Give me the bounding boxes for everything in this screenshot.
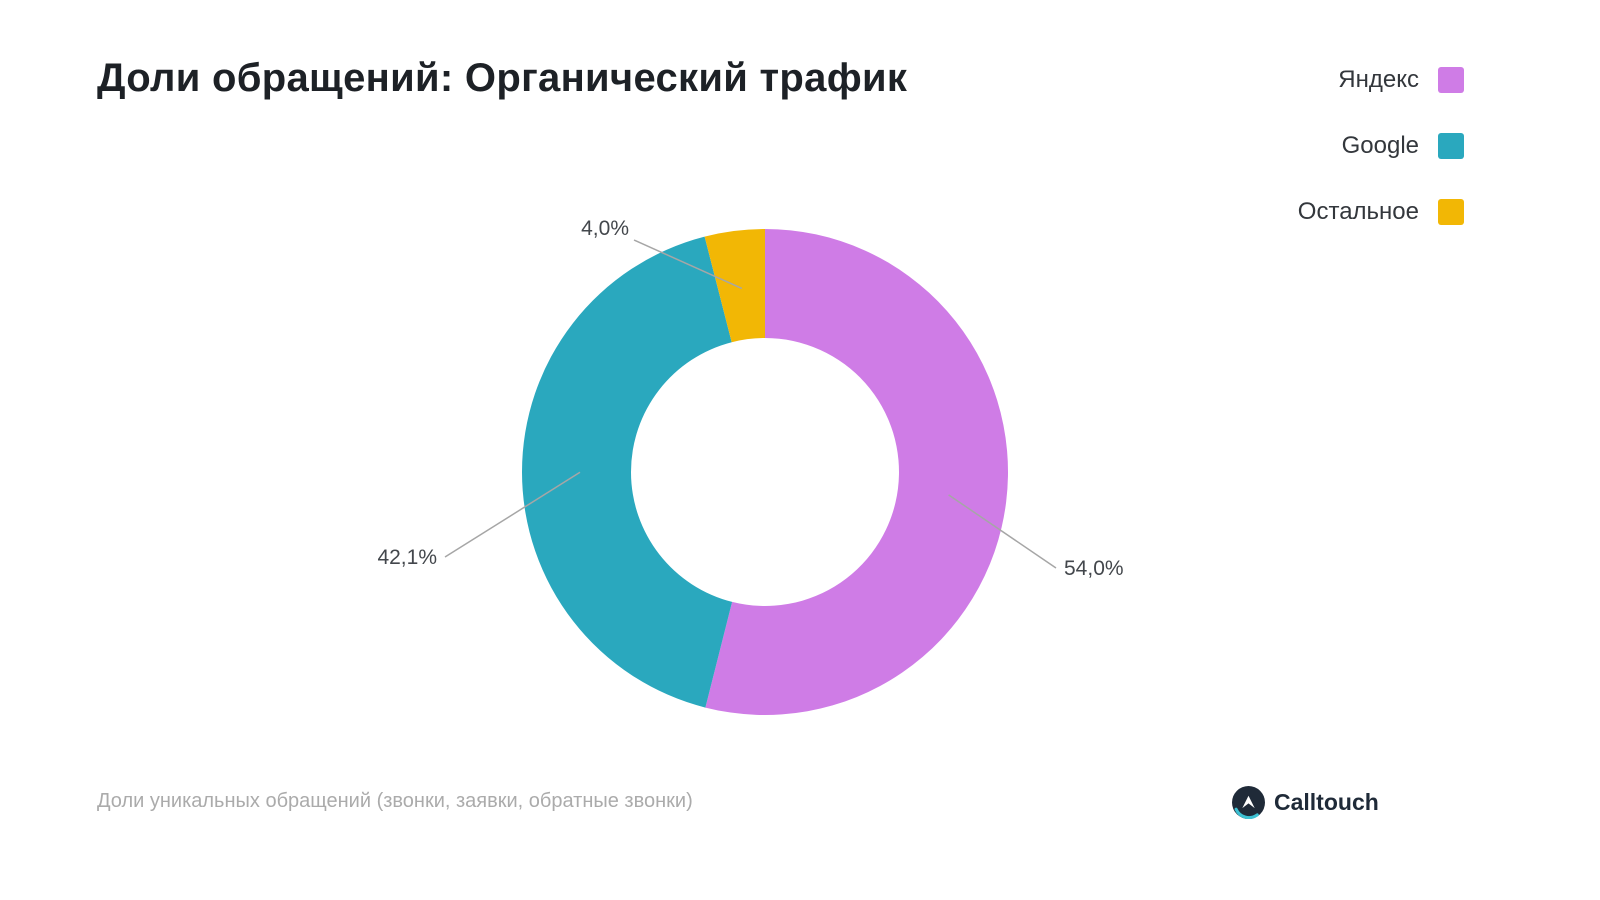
legend-label: Остальное [1297, 198, 1419, 225]
legend-label: Google [1341, 132, 1419, 159]
chart-title: Доли обращений: Органический трафик [97, 56, 908, 100]
slice-value-label: 4,0% [581, 217, 629, 240]
brand-name: Calltouch [1274, 789, 1379, 815]
legend-label: Яндекс [1338, 66, 1419, 93]
legend-item-google: Google [1298, 132, 1464, 160]
chart-legend: Яндекс Google Остальное [1298, 66, 1464, 226]
label-leader-line [633, 239, 743, 290]
label-leader-line [948, 494, 1057, 569]
donut-slice-google [521, 236, 733, 708]
legend-item-yandex: Яндекс [1298, 66, 1464, 94]
slice-value-label: 54,0% [1064, 557, 1124, 580]
legend-swatch-yandex [1438, 67, 1464, 93]
donut-slice-yandex [705, 229, 1009, 716]
legend-item-other: Остальное [1298, 198, 1464, 226]
legend-swatch-google [1438, 133, 1464, 159]
chart-footnote: Доли уникальных обращений (звонки, заявк… [97, 790, 693, 812]
brand: Calltouch [1232, 786, 1379, 819]
legend-swatch-other [1438, 199, 1464, 225]
label-leader-line [444, 471, 581, 558]
slice-value-label: 42,1% [377, 546, 437, 569]
calltouch-logo-icon [1232, 786, 1265, 819]
